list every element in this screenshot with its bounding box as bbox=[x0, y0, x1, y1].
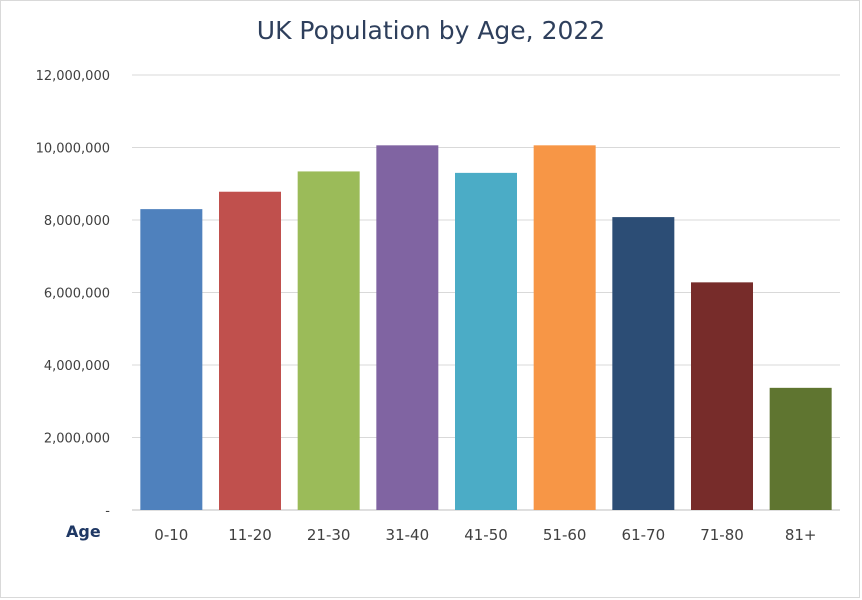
bar-11-20 bbox=[219, 191, 281, 510]
y-tick-label: 4,000,000 bbox=[44, 359, 110, 374]
x-tick-label: 51-60 bbox=[543, 526, 587, 544]
y-axis-ticks: - 2,000,000 4,000,000 6,000,000 8,000,000 10,… bbox=[36, 69, 111, 519]
bar-21-30 bbox=[297, 171, 360, 511]
bar-71-80 bbox=[691, 282, 753, 510]
x-tick-label: 11-20 bbox=[228, 526, 272, 544]
y-tick-label: 8,000,000 bbox=[44, 214, 110, 229]
x-axis-ticks: 0-10 11-20 21-30 31-40 41-50 51-60 61-70 71-80 8… bbox=[154, 526, 816, 544]
y-tick-label: 12,000,000 bbox=[36, 69, 110, 84]
x-tick-label: 61-70 bbox=[622, 526, 666, 544]
x-axis-label: Age bbox=[66, 522, 101, 541]
y-tick-label: 10,000,000 bbox=[36, 142, 110, 157]
bar-61-70 bbox=[612, 217, 675, 510]
x-tick-label: 0-10 bbox=[154, 526, 188, 544]
x-tick-label: 31-40 bbox=[386, 526, 430, 544]
bar-51-60 bbox=[533, 145, 596, 510]
x-tick-label: 81+ bbox=[785, 526, 817, 544]
chart-title: UK Population by Age, 2022 bbox=[256, 16, 606, 45]
y-tick-label: 6,000,000 bbox=[44, 287, 110, 302]
x-tick-label: 41-50 bbox=[464, 526, 508, 544]
bar-41-50 bbox=[455, 172, 517, 510]
bar-31-40 bbox=[376, 145, 439, 510]
y-tick-label: 2,000,000 bbox=[44, 432, 110, 447]
bars bbox=[140, 145, 832, 511]
x-tick-label: 21-30 bbox=[307, 526, 351, 544]
bar-0-10 bbox=[140, 209, 203, 510]
bar-81+ bbox=[769, 387, 832, 510]
x-tick-label: 71-80 bbox=[700, 526, 744, 544]
y-tick-label: - bbox=[105, 504, 110, 519]
